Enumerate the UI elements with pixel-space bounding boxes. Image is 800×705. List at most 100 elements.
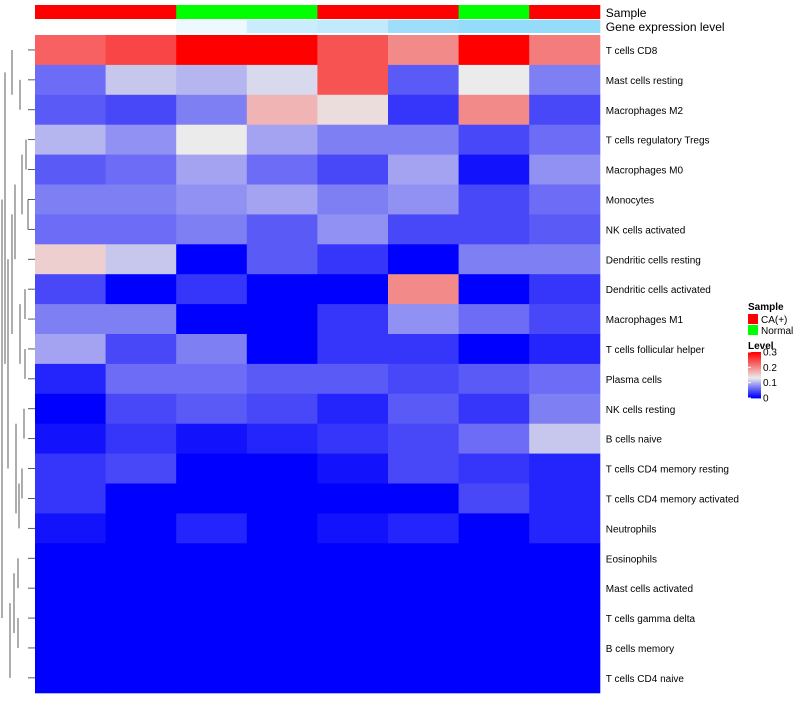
heatmap-cell — [317, 573, 389, 604]
legend-colorbar-segment — [748, 371, 761, 374]
heatmap-cell — [317, 35, 389, 66]
heatmap-cell — [317, 662, 389, 694]
heatmap-cell — [246, 483, 318, 514]
heatmap-cell — [176, 154, 248, 185]
heatmap-cell — [317, 244, 389, 275]
heatmap-cell — [176, 274, 248, 305]
heatmap-cell — [176, 244, 248, 275]
expression-annotation-cell — [176, 20, 248, 33]
heatmap-cell — [388, 244, 460, 275]
heatmap-cell — [458, 423, 530, 455]
heatmap-cell — [529, 662, 601, 694]
heatmap-cell — [458, 124, 530, 156]
sample-annotation-cell — [246, 5, 318, 19]
heatmap-cell — [246, 274, 318, 305]
legend-colorbar-segment — [748, 358, 761, 361]
heatmap-cell — [388, 662, 460, 694]
heatmap-cell — [458, 334, 530, 365]
heatmap-cell — [176, 573, 248, 604]
annotation-label-sample: Sample — [606, 6, 647, 20]
heatmap-cell — [317, 184, 389, 215]
legend-colorbar-segment — [748, 393, 761, 395]
legend-colorbar-segment — [748, 396, 761, 399]
heatmap-cell — [529, 543, 601, 574]
heatmap-cell — [317, 124, 389, 156]
heatmap-cell — [317, 334, 389, 365]
heatmap-cell — [458, 573, 530, 604]
heatmap-cell — [105, 244, 177, 275]
sample-annotation-cell — [388, 5, 460, 19]
heatmap-cell — [35, 184, 107, 215]
heatmap-cell — [388, 633, 460, 664]
legend-swatch-sample — [748, 325, 758, 335]
heatmap-cell — [105, 184, 177, 215]
heatmap-cell — [529, 124, 601, 156]
legend-tick-label: 0.3 — [763, 348, 777, 359]
heatmap-cell — [317, 94, 389, 126]
heatmap-cell — [105, 94, 177, 126]
heatmap-cell — [176, 94, 248, 126]
row-label: NK cells activated — [606, 225, 685, 236]
heatmap-cell — [529, 154, 601, 185]
row-label: Dendritic cells activated — [606, 285, 711, 296]
heatmap-cell — [458, 483, 530, 514]
legend-colorbar-segment — [748, 352, 761, 354]
row-label: Macrophages M1 — [606, 315, 684, 326]
heatmap-cell — [246, 453, 318, 484]
heatmap-cell — [176, 214, 248, 245]
heatmap-cell — [388, 35, 460, 66]
row-label: Mast cells activated — [606, 584, 693, 595]
legend-colorbar-segment — [748, 355, 761, 357]
legend-colorbar-segment — [748, 354, 761, 356]
heatmap-cell — [388, 334, 460, 365]
heatmap-cell — [388, 274, 460, 305]
heatmap-cell — [458, 363, 530, 395]
heatmap-cell — [35, 513, 107, 544]
legend-colorbar-segment — [748, 370, 761, 372]
row-label: NK cells resting — [606, 405, 675, 416]
heatmap-cell — [176, 483, 248, 514]
heatmap-cell — [388, 483, 460, 514]
heatmap-cell — [35, 214, 107, 245]
legend-colorbar-segment — [748, 387, 761, 390]
heatmap-cell — [317, 633, 389, 664]
heatmap-cell — [529, 184, 601, 215]
heatmap-cell — [458, 184, 530, 215]
heatmap-cell — [388, 184, 460, 215]
heatmap-cell — [246, 573, 318, 604]
heatmap-cell — [529, 334, 601, 365]
heatmap-cell — [176, 513, 248, 544]
heatmap-cell — [105, 662, 177, 694]
heatmap-cell — [105, 423, 177, 455]
heatmap-cell — [317, 543, 389, 574]
heatmap-cell — [176, 124, 248, 156]
row-label: T cells regulatory Tregs — [606, 136, 710, 147]
heatmap-cell — [35, 603, 107, 634]
heatmap-cell — [458, 662, 530, 694]
row-label: Dendritic cells resting — [606, 255, 701, 266]
legend-colorbar-segment — [748, 353, 761, 355]
heatmap-cell — [529, 393, 601, 425]
heatmap-cell — [246, 154, 318, 185]
heatmap-cell — [35, 124, 107, 156]
legend-colorbar-segment — [748, 381, 761, 384]
heatmap-cell — [176, 64, 248, 96]
heatmap-cell — [246, 64, 318, 96]
legend-colorbar-segment — [748, 369, 761, 371]
heatmap-cell — [176, 662, 248, 694]
heatmap-cell — [35, 423, 107, 455]
heatmap-cell — [388, 423, 460, 455]
expression-annotation-cell — [529, 20, 601, 33]
heatmap-cell — [317, 483, 389, 514]
heatmap-cell — [105, 633, 177, 664]
row-label: Eosinophils — [606, 554, 657, 565]
heatmap-cell — [35, 154, 107, 185]
heatmap-cell — [246, 184, 318, 215]
legend-colorbar-segment — [748, 395, 761, 398]
heatmap-cell — [317, 64, 389, 96]
heatmap-cell — [246, 393, 318, 425]
heatmap-cell — [35, 363, 107, 395]
heatmap-cell — [388, 124, 460, 156]
sample-annotation-cell — [35, 5, 107, 19]
heatmap-cell — [35, 274, 107, 305]
